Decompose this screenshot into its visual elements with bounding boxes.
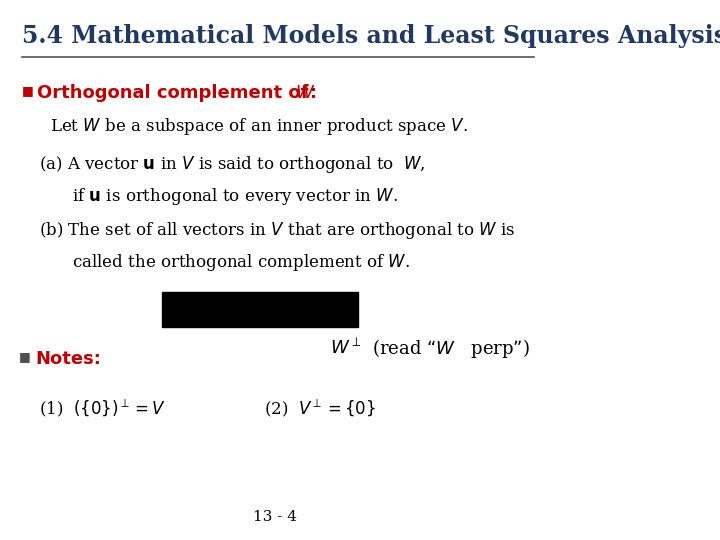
Text: 5.4 Mathematical Models and Least Squares Analysis: 5.4 Mathematical Models and Least Square… xyxy=(22,24,720,48)
Text: 13 - 4: 13 - 4 xyxy=(253,510,297,524)
Text: ■: ■ xyxy=(19,350,31,363)
Text: ■: ■ xyxy=(22,84,34,97)
Text: (2)  $V^{\perp} = \{0\}$: (2) $V^{\perp} = \{0\}$ xyxy=(264,397,376,418)
Text: (a) A vector $\mathbf{u}$ in $V$ is said to orthogonal to  $W$,: (a) A vector $\mathbf{u}$ in $V$ is said… xyxy=(39,154,425,175)
Text: Let $W$ be a subspace of an inner product space $V$.: Let $W$ be a subspace of an inner produc… xyxy=(50,116,467,137)
FancyBboxPatch shape xyxy=(163,292,358,327)
Text: Orthogonal complement of: Orthogonal complement of xyxy=(37,84,315,102)
Text: (1)  $(\{0\})^{\perp} = V$: (1) $(\{0\})^{\perp} = V$ xyxy=(39,397,166,418)
Text: :: : xyxy=(310,84,317,102)
Text: called the orthogonal complement of $W$.: called the orthogonal complement of $W$. xyxy=(71,252,410,273)
Text: Notes:: Notes: xyxy=(36,350,102,368)
Text: if $\mathbf{u}$ is orthogonal to every vector in $W$.: if $\mathbf{u}$ is orthogonal to every v… xyxy=(71,186,397,207)
Text: (read “$W$   perp”): (read “$W$ perp”) xyxy=(372,338,529,361)
Text: $W$: $W$ xyxy=(294,84,315,102)
Text: (b) The set of all vectors in $V$ that are orthogonal to $W$ is: (b) The set of all vectors in $V$ that a… xyxy=(39,220,515,241)
Text: $W^{\perp}$: $W^{\perp}$ xyxy=(330,338,362,357)
